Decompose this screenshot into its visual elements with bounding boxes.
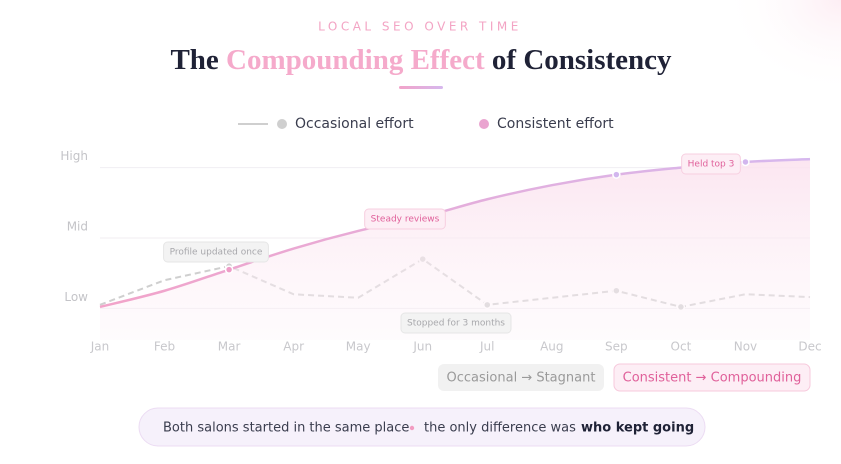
badge-bg	[613, 363, 811, 392]
legend-dot	[479, 119, 489, 129]
annotation-bg	[681, 153, 741, 175]
eyebrow: LOCAL SEO OVER TIME	[318, 20, 522, 34]
legend-label: Occasional effort	[295, 116, 414, 132]
badge-label: Consistent → Compounding	[623, 371, 802, 386]
background-glow	[640, 0, 841, 160]
footer-dot	[409, 425, 415, 431]
title-underline	[399, 86, 443, 89]
badge: Consistent → Compounding	[613, 363, 811, 392]
x-tick-label: Aug	[540, 340, 563, 354]
area	[100, 159, 810, 340]
page-title: The Compounding Effect of Consistency	[170, 44, 672, 76]
annotation-label: Steady reviews	[371, 215, 440, 225]
annotation: Profile updated once	[163, 241, 269, 263]
footer-emphasis: who kept going	[581, 421, 694, 436]
annotation-label: Held top 3	[688, 160, 735, 170]
x-tick-label: Nov	[734, 340, 757, 354]
x-tick-label: Mar	[218, 340, 241, 354]
footer-text: Both salons started in the same place	[163, 421, 409, 436]
point	[612, 170, 621, 179]
legend: Occasional effort Consistent effort	[238, 116, 614, 132]
x-tick-label: Jan	[90, 340, 110, 354]
title-highlight: Compounding Effect	[226, 44, 485, 76]
badge-bg	[438, 364, 604, 391]
x-tick-label: Apr	[283, 340, 304, 354]
footer-bg	[138, 407, 706, 447]
x-tick-label: Jul	[479, 340, 494, 354]
footer-pill: Both salons started in the same place th…	[138, 407, 706, 447]
annotation: Steady reviews	[364, 208, 446, 230]
x-tick-label: Jun	[412, 340, 432, 354]
plot: Low Mid High Jan Feb Mar Apr May Jun Jul Aug Sep Oct…	[60, 149, 821, 353]
annotation-bg	[400, 312, 512, 334]
x-tick-label: Sep	[605, 340, 628, 354]
annotation-label: Profile updated once	[170, 248, 263, 258]
x-tick-label: Dec	[798, 340, 821, 354]
x-tick-label: Feb	[154, 340, 175, 354]
title-part: The	[170, 44, 226, 76]
annotation-bg	[163, 241, 269, 263]
y-tick-label: High	[60, 149, 88, 163]
point	[741, 157, 750, 167]
x-tick-label: Oct	[671, 340, 692, 354]
y-tick-label: Mid	[67, 219, 88, 233]
annotation-bg	[364, 208, 446, 230]
badge-label: Occasional → Stagnant	[447, 371, 596, 386]
point	[224, 265, 234, 274]
footer-text: the only difference was	[424, 421, 576, 436]
annotation: Stopped for 3 months	[400, 312, 512, 334]
annotation-label: Stopped for 3 months	[407, 319, 505, 329]
y-tick-label: Low	[64, 290, 88, 304]
annotation: Held top 3	[681, 153, 741, 175]
x-tick-label: May	[346, 340, 371, 354]
legend-label: Consistent effort	[497, 116, 614, 132]
legend-dot	[277, 119, 287, 129]
title-part: of Consistency	[485, 44, 672, 76]
badge: Occasional → Stagnant	[438, 364, 604, 391]
